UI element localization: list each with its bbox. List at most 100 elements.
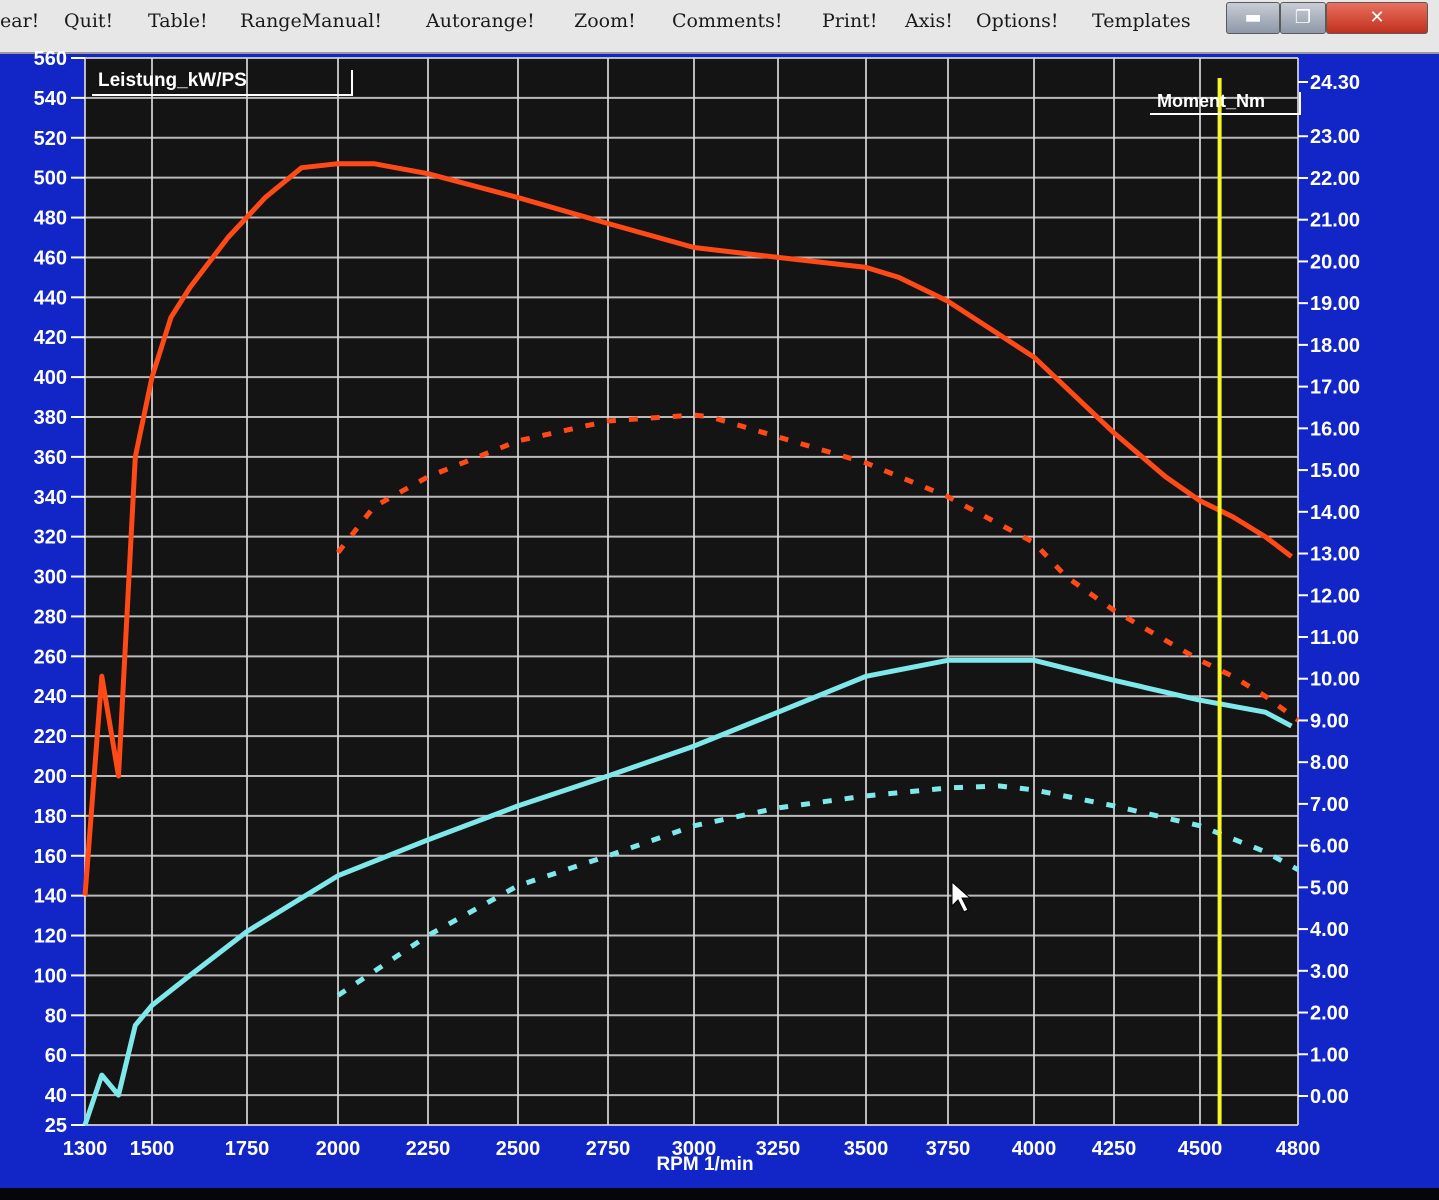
right-tick-label: 5.00	[1310, 877, 1349, 899]
minimize-button[interactable]: ▬	[1226, 2, 1280, 34]
right-tick-label: 7.00	[1310, 794, 1349, 816]
left-tick-label: 80	[45, 1005, 67, 1027]
right-tick-label: 9.00	[1310, 710, 1349, 732]
menu-bar: ear! Quit! Table! RangeManual! Autorange…	[0, 0, 1439, 54]
x-tick-label: 4250	[1092, 1138, 1137, 1160]
menu-comments[interactable]: Comments!	[672, 10, 783, 32]
x-axis: 1300 1500 1750 2000 2250 2500 2750 3000 3250 3500…	[63, 1138, 1321, 1160]
series-line-1	[82, 161, 1294, 896]
grid	[84, 57, 1299, 1126]
left-tick-label: 440	[34, 287, 67, 309]
left-tick-label: 360	[34, 447, 67, 469]
right-tick-label: 3.00	[1310, 961, 1349, 983]
left-tick-label: 40	[45, 1085, 67, 1107]
right-axis: 24.30 23.00 22.00 21.00 20.00 19.00 18.00 17.00…	[1298, 72, 1360, 1108]
left-tick-label: 280	[34, 606, 67, 628]
right-tick-label: 11.00	[1310, 627, 1359, 649]
menu-options[interactable]: Options!	[976, 10, 1059, 32]
left-tick-label: 480	[34, 208, 67, 230]
menu-clear[interactable]: ear!	[0, 10, 40, 32]
left-label-underline	[92, 70, 353, 96]
right-tick-label: 1.00	[1310, 1044, 1349, 1066]
left-tick-label: 300	[34, 567, 67, 589]
left-tick-label: 560	[34, 48, 67, 70]
left-tick-label: 400	[34, 367, 67, 389]
right-tick-label: 12.00	[1310, 585, 1360, 607]
right-tick-label: 15.00	[1310, 460, 1360, 482]
left-tick-label: 200	[34, 766, 67, 788]
right-tick-label: 24.30	[1310, 72, 1360, 94]
left-tick-label: 160	[34, 846, 67, 868]
menu-print[interactable]: Print!	[822, 10, 878, 32]
menu-quit[interactable]: Quit!	[64, 10, 114, 32]
left-tick-label: 520	[34, 128, 67, 150]
x-tick-label: 2250	[406, 1138, 451, 1160]
series-layer	[82, 161, 1300, 1126]
right-tick-label: 23.00	[1310, 126, 1360, 148]
right-tick-label: 6.00	[1310, 836, 1349, 858]
x-tick-label: 4000	[1012, 1138, 1057, 1160]
left-tick-label: 260	[34, 646, 67, 668]
right-tick-label: 0.00	[1310, 1086, 1349, 1108]
x-tick-label: 4500	[1178, 1138, 1223, 1160]
right-tick-label: 19.00	[1310, 293, 1360, 315]
series-line-3	[82, 657, 1293, 1126]
left-tick-label: 140	[34, 886, 67, 908]
series-line-2	[336, 412, 1300, 723]
right-tick-label: 22.00	[1310, 168, 1360, 190]
menu-autorange[interactable]: Autorange!	[426, 10, 535, 32]
x-tick-label: 3750	[926, 1138, 971, 1160]
left-axis: 560 540 520 500 480 460 440 420 400 380 360 340 320 3…	[34, 48, 85, 1137]
series-line-4	[336, 783, 1300, 998]
x-axis-label: RPM 1/min	[656, 1154, 753, 1175]
right-tick-label: 2.00	[1310, 1003, 1349, 1025]
x-tick-label: 2500	[496, 1138, 541, 1160]
x-tick-label: 3250	[756, 1138, 801, 1160]
right-axis-label: Moment_Nm	[1157, 91, 1265, 111]
left-tick-label: 120	[34, 926, 67, 948]
right-tick-label: 13.00	[1310, 544, 1360, 566]
left-tick-label: 340	[34, 487, 67, 509]
x-tick-label: 1300	[63, 1138, 108, 1160]
right-axis-label-box: Moment_Nm	[1150, 91, 1301, 115]
maximize-button[interactable]: ❐	[1280, 2, 1326, 34]
plot-background	[85, 58, 1298, 1125]
right-tick-label: 17.00	[1310, 377, 1360, 399]
cursor-arrow-icon	[951, 880, 972, 913]
close-button[interactable]: ✕	[1326, 2, 1428, 34]
left-tick-label: 460	[34, 247, 67, 269]
left-tick-label: 60	[45, 1045, 67, 1067]
left-tick-label: 180	[34, 806, 67, 828]
x-tick-label: 3500	[844, 1138, 889, 1160]
right-tick-label: 21.00	[1310, 210, 1360, 232]
left-tick-label: 320	[34, 527, 67, 549]
menu-table[interactable]: Table!	[148, 10, 208, 32]
left-tick-label: 240	[34, 686, 67, 708]
bottom-edge	[0, 1188, 1439, 1200]
right-tick-label: 16.00	[1310, 418, 1360, 440]
left-tick-label: 540	[34, 88, 67, 110]
x-tick-label: 1500	[130, 1138, 175, 1160]
left-tick-label: 420	[34, 327, 67, 349]
right-tick-label: 10.00	[1310, 669, 1360, 691]
x-tick-label: 1750	[225, 1138, 270, 1160]
menu-templates[interactable]: Templates	[1092, 10, 1191, 32]
menu-zoom[interactable]: Zoom!	[574, 10, 636, 32]
menu-rangemanual[interactable]: RangeManual!	[240, 10, 383, 32]
left-tick-label: 220	[34, 726, 67, 748]
right-tick-label: 14.00	[1310, 502, 1360, 524]
left-tick-label: 100	[34, 965, 67, 987]
right-tick-label: 4.00	[1310, 919, 1349, 941]
right-tick-label: 18.00	[1310, 335, 1360, 357]
x-tick-label: 4800	[1276, 1138, 1321, 1160]
left-tick-label: 380	[34, 407, 67, 429]
menu-axis[interactable]: Axis!	[905, 10, 953, 32]
x-tick-label: 2750	[586, 1138, 631, 1160]
x-tick-label: 2000	[316, 1138, 361, 1160]
right-tick-label: 8.00	[1310, 752, 1349, 774]
x-tick-label: 3000	[672, 1138, 717, 1160]
right-tick-label: 20.00	[1310, 251, 1360, 273]
left-axis-label: Leistung_kW/PS	[98, 70, 247, 91]
